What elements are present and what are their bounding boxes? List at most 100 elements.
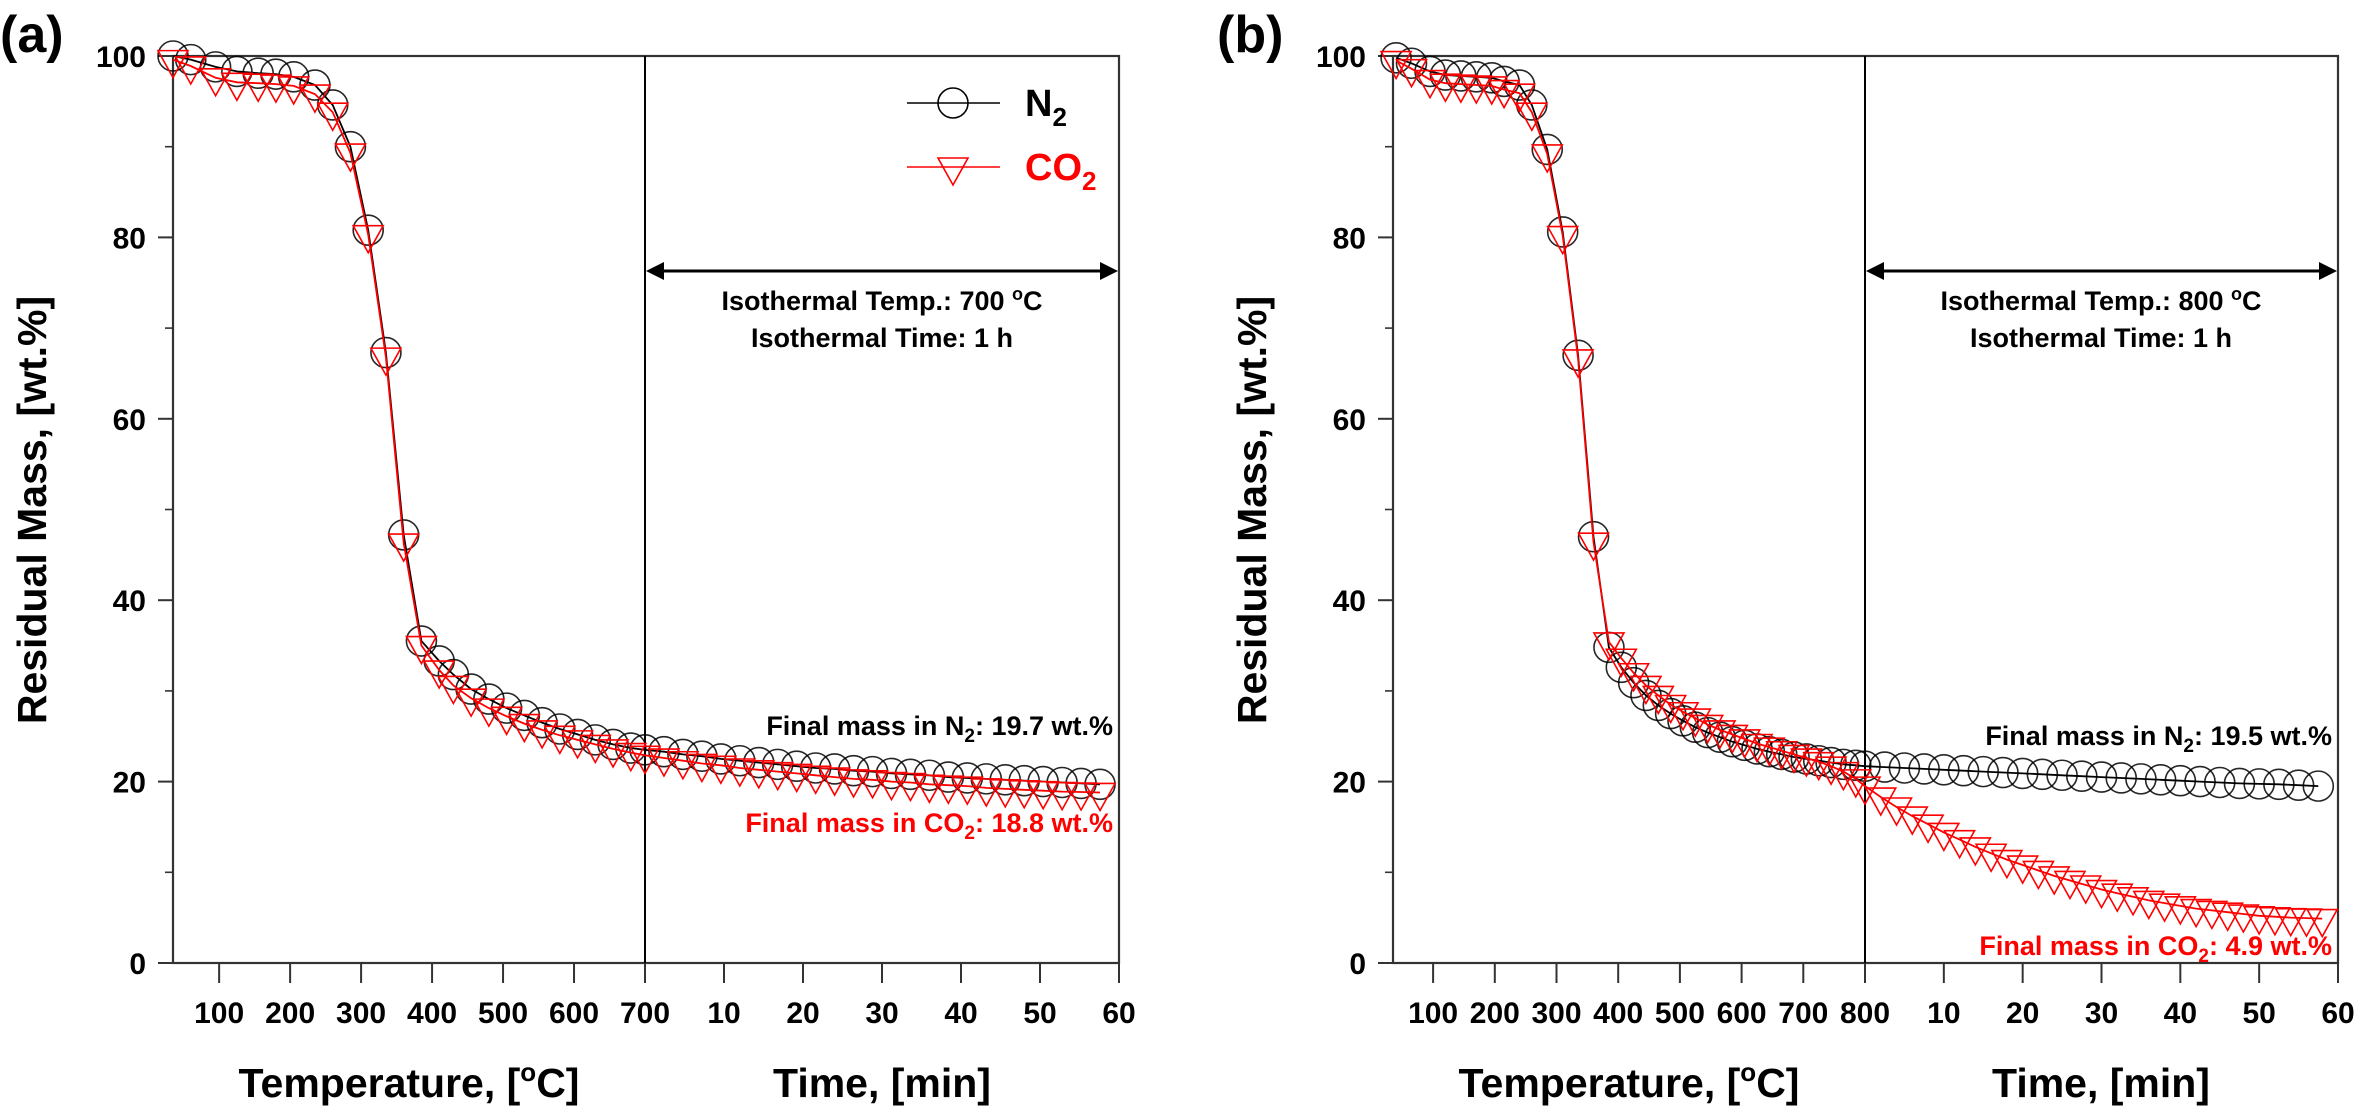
data-point-n2 [2203, 766, 2236, 799]
x-tick-label: 700 [620, 997, 670, 1030]
data-point-co2 [1802, 751, 1836, 782]
data-point-n2 [2263, 768, 2295, 801]
final-n2-pre: Final mass in N [1985, 721, 2183, 751]
xlabel-text-end: C] [1756, 1060, 1799, 1106]
y-tick-label: 40 [1333, 585, 1366, 618]
isothermal-time-text: Isothermal Time: 1 h [751, 323, 1013, 353]
data-point-n2 [2282, 769, 2315, 802]
y-tick-label: 80 [1333, 222, 1366, 255]
data-point-co2 [1943, 829, 1976, 860]
panel-a-ylabel: Residual Mass, [wt.%] [9, 296, 55, 724]
data-point-co2 [2100, 883, 2134, 913]
data-point-co2 [666, 750, 700, 781]
data-point-n2 [2223, 767, 2256, 800]
arrow-right-icon [2319, 262, 2337, 280]
data-point-n2 [157, 40, 189, 72]
series-line-n2 [172, 55, 1101, 786]
data-point-n2 [1868, 751, 1901, 783]
x-tick-label: 20 [2006, 997, 2039, 1030]
data-point-co2 [1475, 76, 1509, 106]
data-point-co2 [799, 765, 832, 795]
data-point-co2 [1678, 708, 1712, 738]
x-tick-label: 300 [1531, 997, 1581, 1030]
panel-a-xlabel-time: Time, [min] [773, 1060, 991, 1106]
x-tick-label: 400 [1593, 997, 1643, 1030]
data-point-co2 [437, 675, 470, 706]
data-point-co2 [490, 706, 523, 736]
data-point-co2 [422, 660, 456, 690]
final-n2-sub: 2 [964, 726, 975, 747]
isothermal-time-text: Isothermal Time: 1 h [1970, 323, 2232, 353]
legend-co2-sub: 2 [1082, 166, 1096, 196]
data-point-n2 [561, 718, 594, 751]
data-point-co2 [1790, 748, 1823, 778]
data-point-co2 [1839, 769, 1873, 799]
isothermal-temp-text: Isothermal Temp.: 700 oC [721, 284, 1042, 316]
y-tick-label: 100 [1316, 41, 1366, 74]
legend-n2-circle-icon [937, 87, 969, 119]
x-tick-label: 100 [1408, 997, 1458, 1030]
data-point-co2 [875, 771, 908, 802]
data-point-n2 [1395, 47, 1428, 80]
panel-b-xlabel-temperature: Temperature, [oC] [1459, 1057, 1800, 1106]
arrow-right-icon [1100, 262, 1118, 280]
data-point-co2 [1753, 737, 1786, 767]
final-n2-sub: 2 [2183, 736, 2194, 757]
data-point-n2 [316, 89, 349, 121]
data-point-n2 [1562, 339, 1594, 372]
panel-b-ylabel: Residual Mass, [wt.%] [1229, 296, 1275, 724]
data-point-n2 [1967, 755, 2000, 788]
data-point-co2 [1827, 761, 1860, 792]
series-line-co2 [172, 58, 1101, 794]
data-point-co2 [387, 533, 421, 563]
xlabel-degree-sup: o [520, 1057, 536, 1087]
data-point-n2 [405, 625, 438, 657]
data-point-n2 [2006, 757, 2039, 790]
data-point-co2 [2006, 855, 2040, 885]
y-tick-label: 0 [1349, 948, 1366, 981]
celsius-c: C [1023, 286, 1043, 316]
x-tick-label: 100 [194, 997, 244, 1030]
data-point-co2 [969, 778, 1003, 808]
data-point-co2 [1007, 779, 1041, 810]
final-co2-sub: 2 [2198, 946, 2209, 967]
data-point-co2 [1990, 849, 2024, 880]
legend-co2-label: CO2 [1025, 147, 1096, 196]
data-point-co2 [1617, 662, 1650, 693]
data-point-n2 [2125, 763, 2157, 795]
data-point-co2 [334, 143, 367, 173]
data-point-co2 [780, 763, 814, 794]
data-point-n2 [1928, 754, 1960, 786]
y-tick-label: 60 [113, 404, 146, 437]
data-point-co2 [932, 775, 965, 805]
final-co2-post: : 18.8 wt.% [975, 808, 1113, 838]
panel-b-xlabel-time: Time, [min] [1992, 1060, 2210, 1106]
data-point-co2 [2022, 860, 2055, 891]
series-line-n2 [1395, 56, 2319, 787]
data-point-n2 [2105, 762, 2138, 794]
data-point-co2 [277, 76, 311, 106]
data-point-n2 [629, 734, 661, 766]
final-mass-n2-text: Final mass in N2: 19.7 wt.% [766, 711, 1113, 747]
final-co2-pre: Final mass in CO [745, 808, 964, 838]
data-point-co2 [1503, 83, 1536, 113]
y-tick-label: 20 [1333, 767, 1366, 800]
data-point-co2 [241, 73, 275, 103]
data-point-co2 [1728, 729, 1762, 759]
x-tick-label: 60 [1102, 997, 1135, 1030]
data-point-co2 [351, 224, 385, 255]
data-point-co2 [1654, 694, 1688, 725]
data-point-co2 [1064, 782, 1098, 812]
data-point-n2 [352, 214, 384, 246]
data-point-co2 [628, 745, 662, 775]
legend-n2-text: N [1025, 83, 1052, 125]
data-point-n2 [1617, 666, 1650, 699]
data-point-co2 [2069, 875, 2103, 905]
data-point-n2 [1546, 216, 1579, 248]
data-point-co2 [1765, 740, 1799, 771]
data-point-co2 [2227, 904, 2260, 934]
data-point-n2 [2302, 770, 2335, 802]
data-point-co2 [913, 774, 946, 804]
data-point-n2 [370, 336, 402, 369]
data-point-co2 [199, 67, 232, 98]
